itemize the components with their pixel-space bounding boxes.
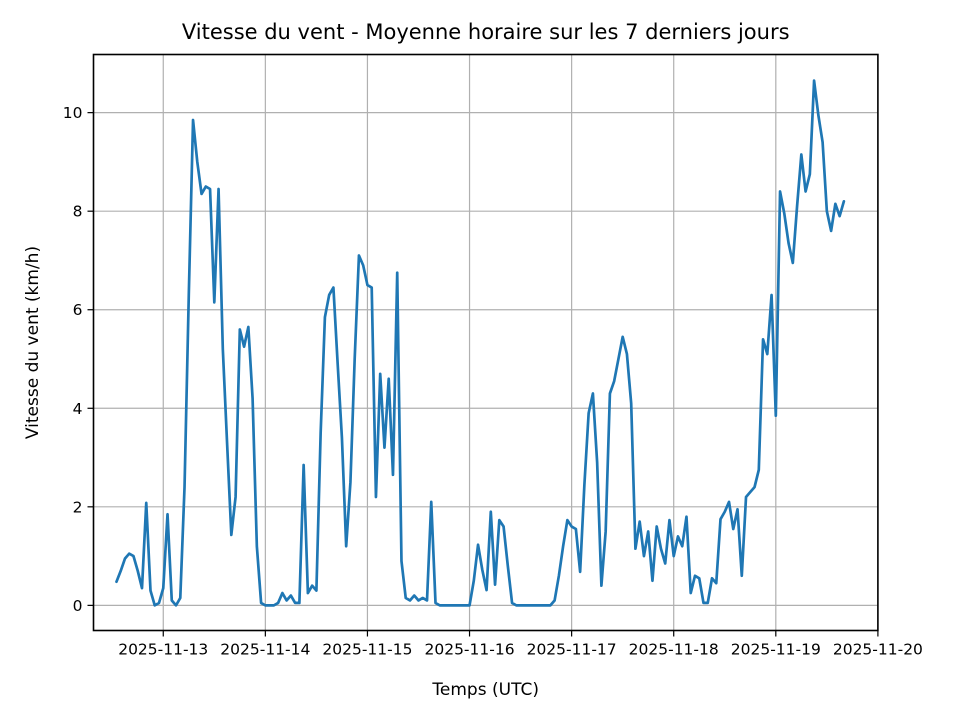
x-tick-label: 2025-11-17 bbox=[527, 641, 617, 659]
plot-area bbox=[93, 54, 878, 631]
x-tick-label: 2025-11-18 bbox=[629, 641, 719, 659]
y-tick-label: 10 bbox=[63, 104, 83, 122]
y-tick-label: 6 bbox=[73, 301, 83, 319]
x-tick-label: 2025-11-20 bbox=[833, 641, 923, 659]
y-tick-label: 4 bbox=[73, 400, 83, 418]
x-tick-label: 2025-11-14 bbox=[220, 641, 310, 659]
x-axis-ticks: 2025-11-13 2025-11-14 2025-11-15 2025-11-16… bbox=[118, 630, 923, 659]
y-axis-ticks: 0 2 4 6 8 10 bbox=[63, 104, 94, 615]
y-tick-label: 8 bbox=[73, 203, 83, 221]
wind-speed-line bbox=[115, 79, 846, 607]
x-tick-label: 2025-11-16 bbox=[424, 641, 514, 659]
x-tick-label: 2025-11-15 bbox=[322, 641, 412, 659]
x-tick-label: 2025-11-13 bbox=[118, 641, 208, 659]
y-tick-label: 0 bbox=[73, 597, 83, 615]
y-tick-label: 2 bbox=[73, 498, 83, 516]
plot-border bbox=[92, 53, 879, 632]
y-axis-label: Vitesse du vent (km/h) bbox=[23, 246, 43, 439]
x-tick-label: 2025-11-19 bbox=[731, 641, 821, 659]
x-axis-label: Temps (UTC) bbox=[431, 680, 539, 700]
wind-speed-line-group bbox=[115, 79, 846, 607]
chart-title: Vitesse du vent - Moyenne horaire sur le… bbox=[182, 20, 790, 44]
